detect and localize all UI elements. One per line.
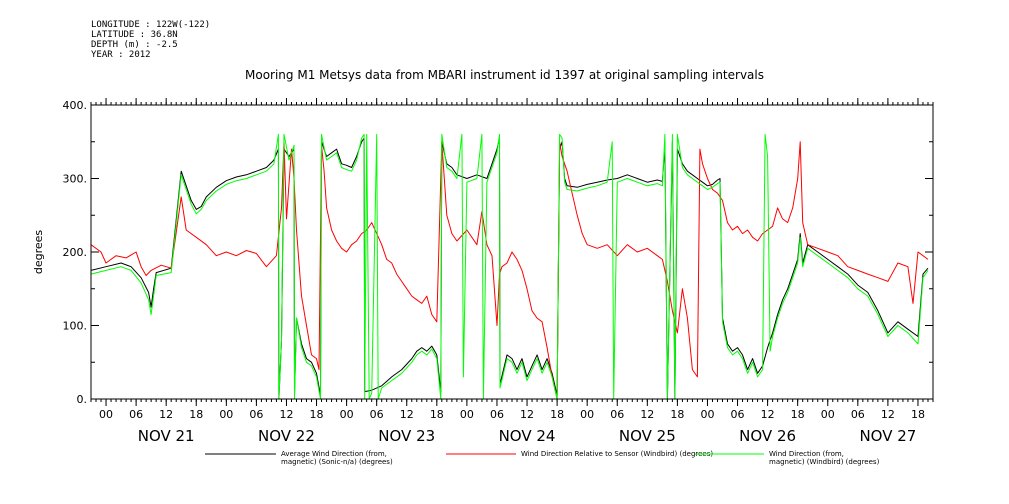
x-tick-label: 12 bbox=[520, 408, 534, 421]
x-tick-label: 12 bbox=[761, 408, 775, 421]
longitude-text: LONGITUDE : 122W(-122) bbox=[91, 20, 211, 30]
year-text: YEAR : 2012 bbox=[91, 50, 151, 60]
x-tick-label: 18 bbox=[189, 408, 203, 421]
latitude-text: LATITUDE : 36.8N bbox=[91, 30, 178, 40]
x-tick-label: 18 bbox=[791, 408, 805, 421]
chart-title: Mooring M1 Metsys data from MBARI instru… bbox=[245, 68, 764, 82]
x-tick-label: 12 bbox=[881, 408, 895, 421]
y-tick-label: 400. bbox=[63, 99, 88, 112]
x-tick-label: 18 bbox=[670, 408, 684, 421]
x-tick-label: 18 bbox=[430, 408, 444, 421]
y-tick-label: 200. bbox=[63, 246, 88, 259]
y-tick-label: 300. bbox=[63, 173, 88, 186]
legend-label-avg: magnetic) (Sonic-n/a) (degrees) bbox=[281, 458, 393, 466]
x-tick-label: 00 bbox=[700, 408, 714, 421]
x-tick-label: 12 bbox=[159, 408, 173, 421]
x-day-label: NOV 21 bbox=[138, 427, 195, 445]
x-day-label: NOV 22 bbox=[258, 427, 315, 445]
x-tick-label: 18 bbox=[550, 408, 564, 421]
y-tick-label: 0. bbox=[77, 393, 88, 406]
x-tick-label: 06 bbox=[249, 408, 263, 421]
legend-label-bird: Wind Direction (from, bbox=[769, 450, 844, 458]
depth-text: DEPTH (m) : -2.5 bbox=[91, 40, 178, 50]
x-tick-label: 00 bbox=[340, 408, 354, 421]
x-tick-label: 12 bbox=[640, 408, 654, 421]
legend-label-avg: Average Wind Direction (from, bbox=[281, 450, 387, 458]
x-tick-label: 06 bbox=[129, 408, 143, 421]
metadata-block: LONGITUDE : 122W(-122) LATITUDE : 36.8N … bbox=[91, 20, 210, 60]
x-tick-label: 00 bbox=[821, 408, 835, 421]
x-day-label: NOV 27 bbox=[859, 427, 916, 445]
x-tick-label: 00 bbox=[219, 408, 233, 421]
x-tick-label: 06 bbox=[490, 408, 504, 421]
legend: Average Wind Direction (from,magnetic) (… bbox=[205, 450, 880, 466]
x-tick-label: 00 bbox=[460, 408, 474, 421]
x-tick-label: 18 bbox=[911, 408, 925, 421]
legend-label-bird: magnetic) (Windbird) (degrees) bbox=[769, 458, 880, 466]
y-tick-label: 100. bbox=[63, 320, 88, 333]
x-day-label: NOV 23 bbox=[378, 427, 435, 445]
x-tick-label: 00 bbox=[580, 408, 594, 421]
x-tick-label: 18 bbox=[310, 408, 324, 421]
series-layer bbox=[90, 133, 929, 400]
x-tick-label: 12 bbox=[400, 408, 414, 421]
y-axis-label: degrees bbox=[32, 230, 45, 275]
x-tick-label: 06 bbox=[370, 408, 384, 421]
legend-label-rel: Wind Direction Relative to Sensor (Windb… bbox=[521, 450, 713, 458]
x-tick-label: 12 bbox=[279, 408, 293, 421]
series-line-bird bbox=[90, 133, 929, 400]
x-tick-label: 06 bbox=[731, 408, 745, 421]
x-day-label: NOV 24 bbox=[499, 427, 556, 445]
x-day-label: NOV 26 bbox=[739, 427, 796, 445]
x-tick-label: 06 bbox=[851, 408, 865, 421]
ticks-layer: 00 06 12 18 00 06 12 18 00 06 12 18 00 06 12 18 00 06 12 18… bbox=[63, 98, 934, 445]
plot-frame bbox=[90, 104, 934, 400]
x-day-label: NOV 25 bbox=[619, 427, 676, 445]
x-tick-label: 00 bbox=[99, 408, 113, 421]
series-line-rel bbox=[90, 141, 929, 400]
x-tick-label: 06 bbox=[610, 408, 624, 421]
